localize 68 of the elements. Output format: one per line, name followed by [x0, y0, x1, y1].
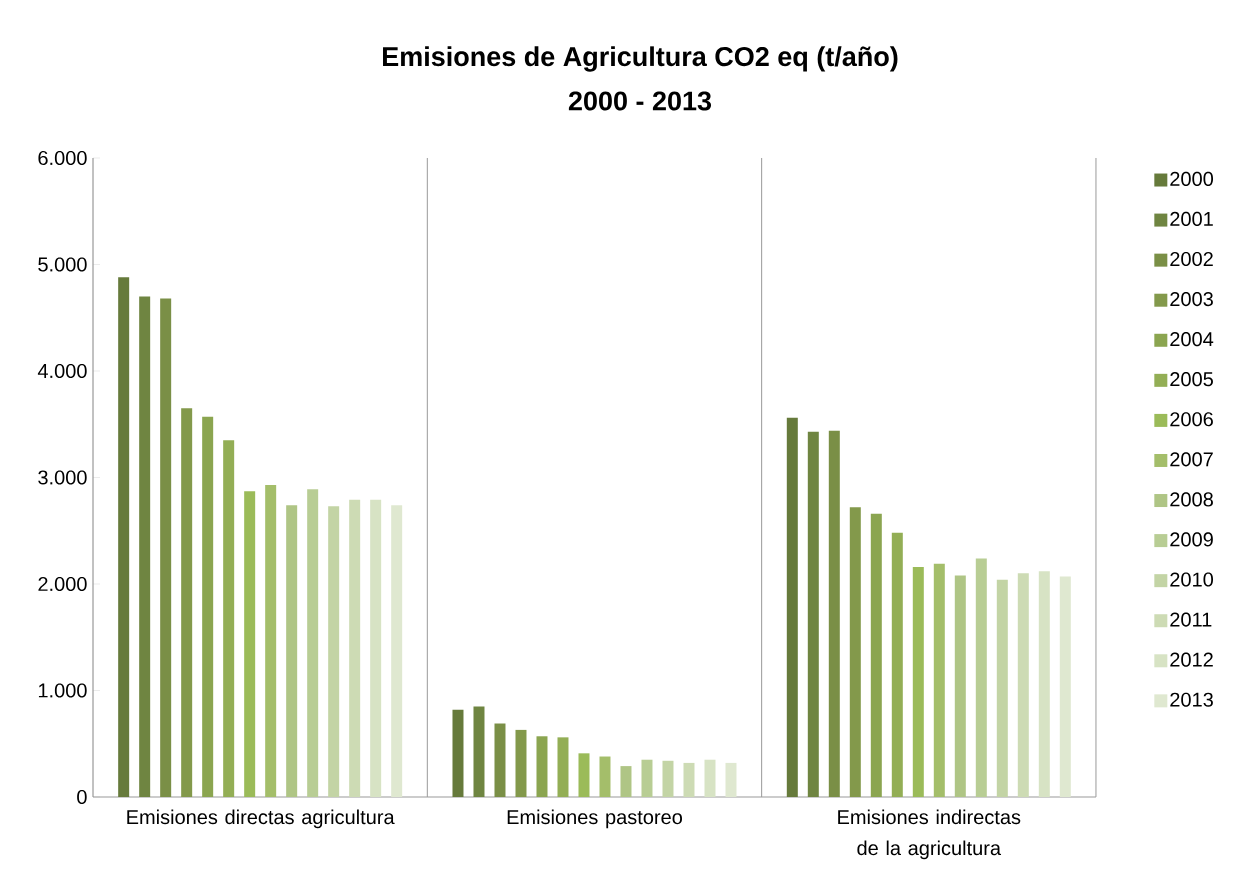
bar: [599, 756, 611, 797]
x-tick-label: Emisiones indirectas de la agricultura: [838, 809, 1021, 860]
bar: [786, 417, 798, 797]
chart-subtitle: 2000 - 2013: [568, 91, 712, 111]
y-tick-label: 1.000: [38, 683, 87, 698]
legend-label: 2006: [1170, 412, 1213, 427]
y-tick-label: 6.000: [38, 150, 87, 166]
bar: [181, 408, 193, 797]
bar: [202, 416, 214, 797]
bar: [620, 766, 632, 797]
y-tick-label: 3.000: [38, 470, 87, 485]
legend-label: 2012: [1170, 652, 1213, 667]
bar: [996, 579, 1008, 797]
legend-label: 2011: [1170, 612, 1212, 627]
bar: [725, 762, 737, 797]
legend-label: 2008: [1170, 492, 1213, 507]
bar: [349, 499, 361, 797]
bar: [641, 759, 653, 797]
bar: [912, 566, 924, 797]
bar: [870, 513, 882, 797]
legend-label: 2009: [1170, 532, 1213, 547]
bar: [975, 558, 987, 797]
bar: [286, 505, 298, 797]
bar: [828, 430, 840, 797]
legend-label: 2000: [1170, 171, 1214, 186]
bar: [494, 723, 506, 797]
bar: [139, 296, 151, 797]
bar: [954, 575, 966, 797]
bar: [683, 762, 695, 797]
bar: [160, 298, 172, 797]
bar: [933, 563, 945, 797]
bar: [704, 759, 716, 797]
bar: [223, 440, 235, 797]
bar: [370, 499, 382, 797]
bar: [1038, 571, 1050, 797]
bar: [578, 753, 590, 797]
bar: [391, 505, 403, 797]
y-tick-label: 4.000: [37, 363, 87, 379]
y-tick-label: 2.000: [38, 576, 87, 592]
legend-label: 2013: [1170, 692, 1213, 707]
legend-label: 2005: [1170, 372, 1213, 387]
bar: [473, 706, 485, 797]
bar: [807, 431, 819, 797]
bar: [849, 507, 861, 797]
x-tick-label: Emisiones directas agricultura: [127, 809, 395, 829]
chart-title: Emisiones de Agricultura CO2 eq (t/año): [383, 46, 898, 72]
y-tick-label: 5.000: [38, 257, 87, 272]
x-tick-label: Emisiones pastoreo: [507, 809, 682, 829]
bar: [536, 736, 548, 797]
y-tick-label: 0: [77, 789, 87, 805]
bar: [1059, 576, 1071, 797]
bar: [265, 484, 277, 797]
bar: [1017, 573, 1029, 797]
bar: [118, 277, 130, 797]
bar: [662, 760, 674, 797]
bar: [557, 737, 569, 797]
legend-label: 2001: [1170, 211, 1213, 226]
bar: [307, 489, 319, 797]
legend-label: 2004: [1170, 332, 1214, 347]
bar: [891, 532, 903, 797]
legend-label: 2007: [1170, 452, 1213, 467]
bar: [452, 709, 464, 797]
legend-label: 2010: [1170, 572, 1214, 587]
legend-label: 2002: [1170, 251, 1213, 267]
bar: [244, 491, 256, 797]
bar: [328, 506, 340, 797]
legend-label: 2003: [1170, 291, 1213, 307]
bar: [515, 729, 527, 797]
